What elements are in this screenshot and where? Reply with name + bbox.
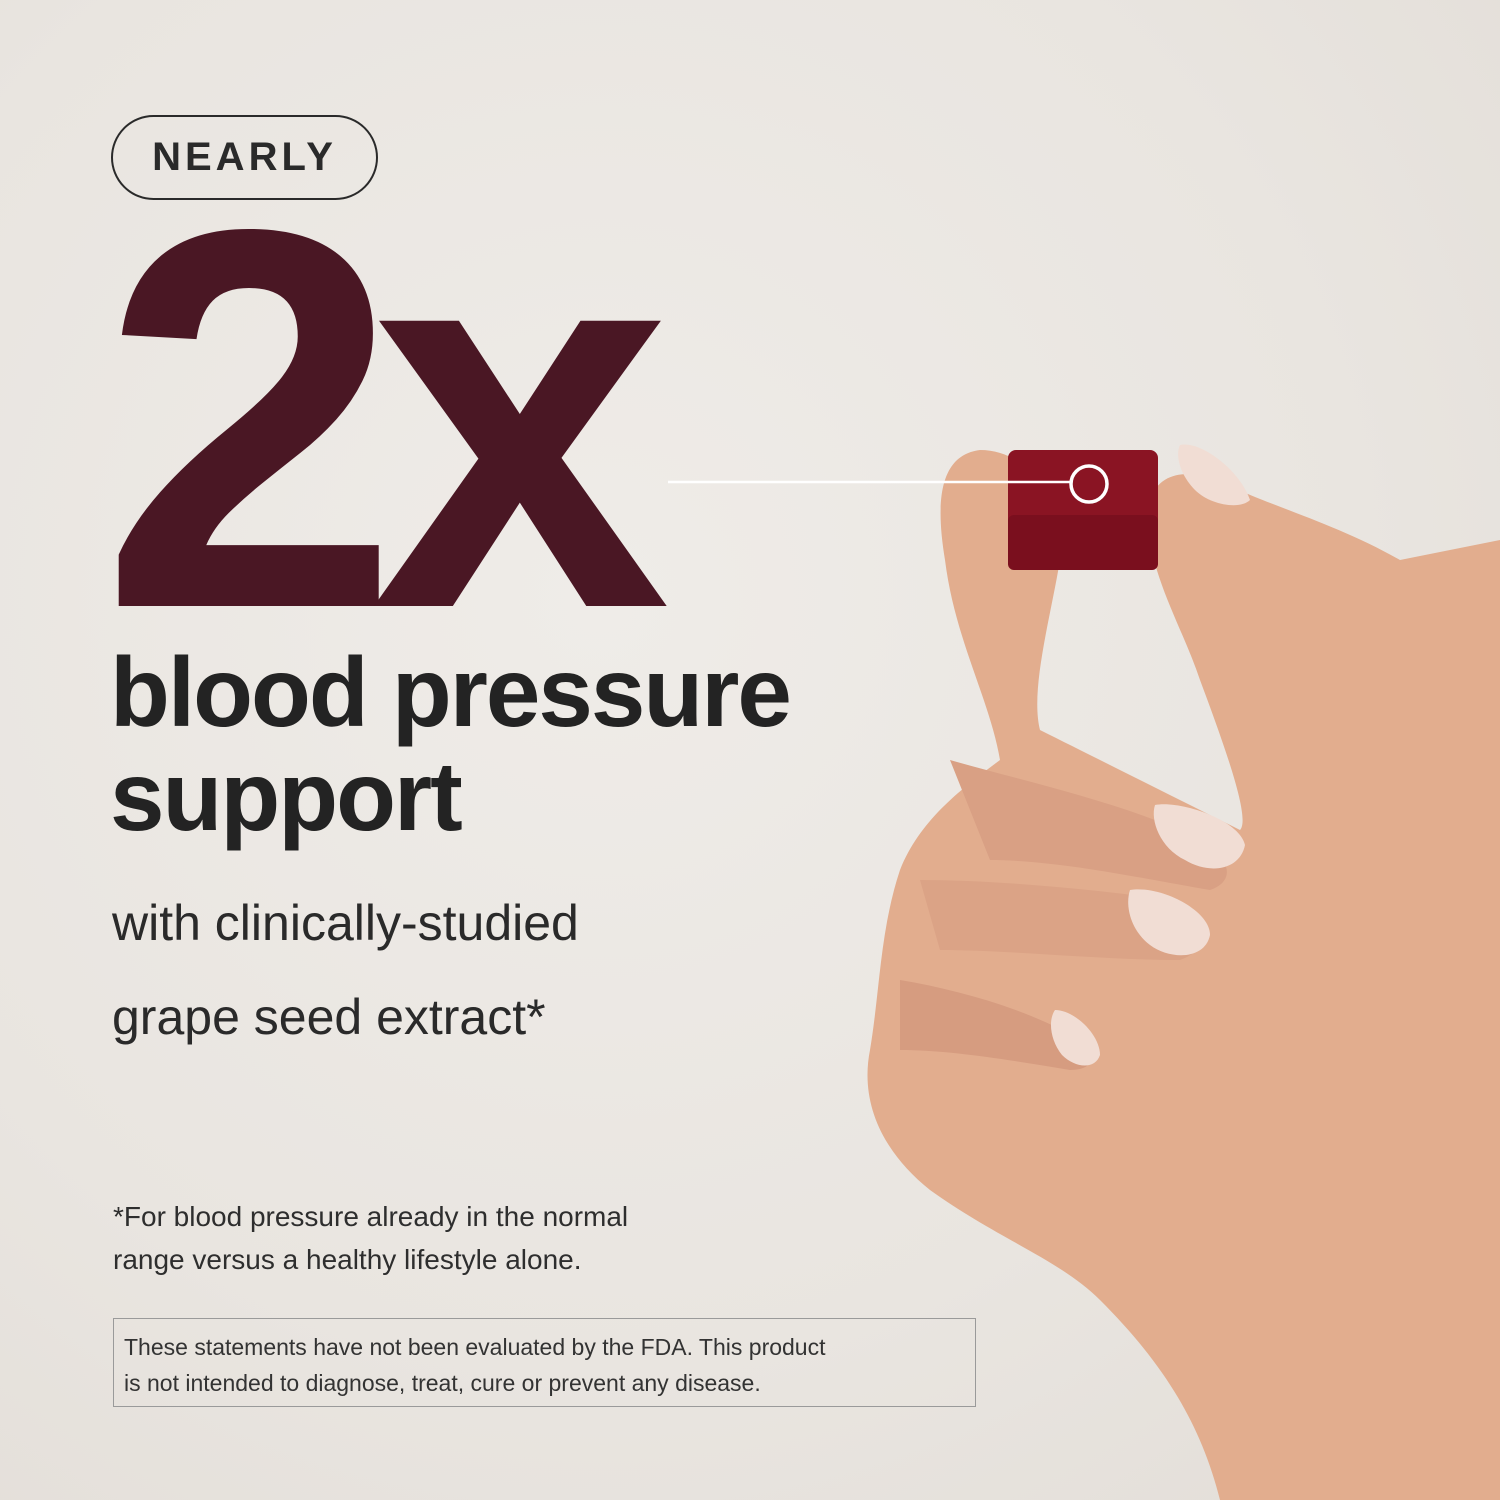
callout-circle xyxy=(1069,464,1109,504)
subheadline: with clinically-studied grape seed extra… xyxy=(112,876,579,1064)
disclaimer-line: These statements have not been evaluated… xyxy=(124,1334,826,1360)
footnote: *For blood pressure already in the norma… xyxy=(113,1195,628,1281)
footnote-line: range versus a healthy lifestyle alone. xyxy=(113,1244,582,1275)
fda-disclaimer-box: These statements have not been evaluated… xyxy=(113,1318,976,1407)
fingernails xyxy=(1050,444,1250,1066)
subheadline-line: grape seed extract* xyxy=(112,989,546,1045)
headline-number: 2x xyxy=(100,118,671,721)
subheadline-line: with clinically-studied xyxy=(112,895,579,951)
disclaimer-line: is not intended to diagnose, treat, cure… xyxy=(124,1370,761,1396)
headline-line: support xyxy=(110,741,463,851)
nearly-badge: NEARLY xyxy=(111,115,378,200)
headline: blood pressure support xyxy=(110,637,792,851)
footnote-line: *For blood pressure already in the norma… xyxy=(113,1201,629,1232)
hand xyxy=(867,450,1500,1500)
headline-line: blood pressure xyxy=(110,637,792,747)
